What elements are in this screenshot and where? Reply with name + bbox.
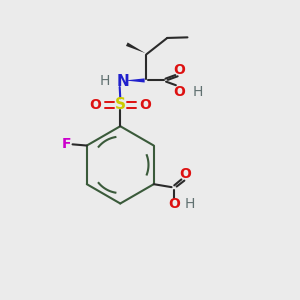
Text: O: O [168,197,180,211]
Text: H: H [184,197,195,211]
Text: O: O [180,167,191,181]
Text: O: O [139,98,151,112]
Text: O: O [90,98,101,112]
Text: F: F [61,137,71,152]
Text: S: S [115,97,126,112]
Text: H: H [193,85,203,99]
Text: O: O [173,63,185,77]
Text: O: O [173,85,185,99]
Text: H: H [100,74,110,88]
Text: N: N [117,74,130,88]
Polygon shape [125,78,145,82]
Polygon shape [126,42,145,53]
